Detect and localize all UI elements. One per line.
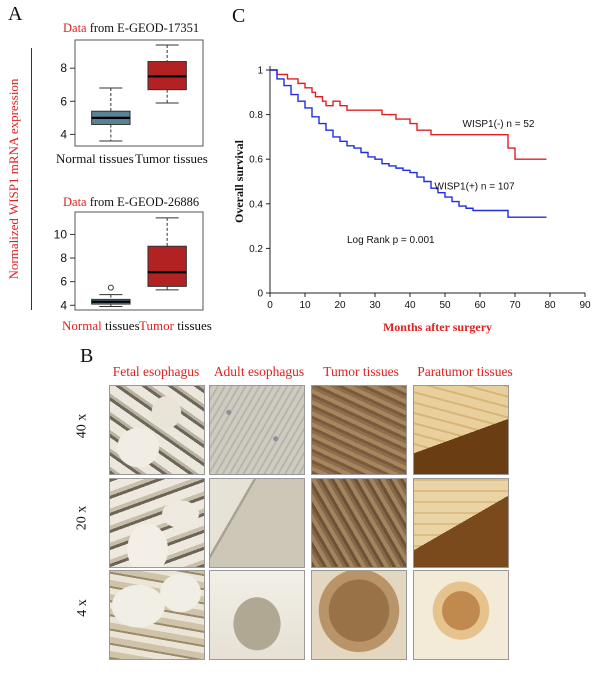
box-plot-2-ytick-label: 8 bbox=[60, 251, 67, 265]
survival-ytick-label: 0 bbox=[257, 289, 263, 300]
box-plot-2-ytick-label: 6 bbox=[60, 275, 67, 289]
ihc-image-adult-40x bbox=[209, 385, 305, 475]
box-plot-2-xlabel-tumor-black: tissues bbox=[173, 318, 212, 333]
survival-xtick-label: 0 bbox=[267, 300, 273, 311]
panel-label-c: C bbox=[232, 5, 246, 27]
ihc-image-tumor-40x bbox=[311, 385, 407, 475]
box-plot-1-title-source: from E-GEOD-17351 bbox=[86, 21, 200, 35]
survival-xtick-label: 60 bbox=[474, 300, 486, 311]
column-header-paratumor: Paratumor tissues bbox=[417, 364, 513, 379]
survival-x-axis-label: Months after surgery bbox=[383, 320, 492, 334]
survival-logrank-annotation: Log Rank p = 0.001 bbox=[347, 235, 435, 246]
ihc-image-fetal-40x bbox=[109, 385, 205, 475]
box-plot-2-xlabel-normal-black: tissues bbox=[101, 318, 140, 333]
survival-curve-wisp1-positive bbox=[270, 69, 547, 218]
box-plot-2: 4 6 8 10 bbox=[54, 211, 204, 312]
box-plot-2-tumor-box bbox=[147, 245, 187, 287]
ihc-image-paratumor-4x bbox=[413, 570, 509, 660]
survival-xtick-label: 30 bbox=[369, 300, 381, 311]
box-plot-1-xlabel-normal: Normal tissues bbox=[56, 151, 134, 166]
survival-ytick-label: 1 bbox=[257, 66, 263, 77]
box-plot-2-title-source: from E-GEOD-26886 bbox=[86, 195, 200, 209]
box-plot-2-ytick-label: 4 bbox=[60, 298, 67, 312]
survival-xtick-label: 50 bbox=[439, 300, 451, 311]
survival-xtick-label: 40 bbox=[404, 300, 416, 311]
ihc-image-paratumor-20x bbox=[413, 478, 509, 568]
survival-ytick-label: 0.4 bbox=[249, 199, 263, 210]
survival-legend-wisp1-negative: WISP1(-) n = 52 bbox=[463, 119, 535, 130]
panel-label-b: B bbox=[80, 345, 94, 367]
row-header-40x: 40 x bbox=[74, 413, 90, 439]
survival-legend-wisp1-positive: WISP1(+) n = 107 bbox=[435, 181, 515, 192]
survival-curve-wisp1-negative bbox=[270, 69, 547, 160]
survival-xtick-label: 10 bbox=[299, 300, 311, 311]
survival-y-axis-label: Overall survival bbox=[232, 139, 246, 223]
box-plot-1-title-data: Data bbox=[63, 21, 87, 35]
panel-a-y-axis-label: Normalized WISP1 mRNA expression bbox=[6, 78, 21, 280]
ihc-image-adult-20x bbox=[209, 478, 305, 568]
survival-xtick-label: 80 bbox=[544, 300, 556, 311]
box-plot-2-normal-outlier bbox=[107, 284, 114, 291]
survival-xtick-label: 90 bbox=[579, 300, 591, 311]
survival-chart: 0 10 20 30 40 50 60 70 80 90 0 0.2 0.4 0.6 0.8 1 Overall… bbox=[232, 66, 591, 335]
survival-xtick-label: 70 bbox=[509, 300, 521, 311]
box-plot-2-xlabel-tumor: Tumor tissues bbox=[139, 318, 212, 334]
column-header-fetal: Fetal esophagus bbox=[112, 364, 200, 379]
box-plot-2-xlabel-normal: Normal tissues bbox=[62, 318, 140, 334]
panel-a-bracket-line bbox=[31, 48, 32, 310]
box-plot-1-ytick-label: 8 bbox=[60, 61, 67, 75]
survival-xtick-label: 20 bbox=[334, 300, 346, 311]
ihc-image-tumor-4x bbox=[311, 570, 407, 660]
survival-ytick-label: 0.2 bbox=[249, 244, 263, 255]
ihc-image-fetal-4x bbox=[109, 570, 205, 660]
column-header-tumor: Tumor tissues bbox=[323, 364, 399, 379]
box-plot-1-ytick-label: 4 bbox=[60, 127, 67, 141]
row-header-20x: 20 x bbox=[74, 505, 90, 531]
column-header-adult: Adult esophagus bbox=[213, 364, 305, 379]
ihc-image-fetal-20x bbox=[109, 478, 205, 568]
row-header-4x: 4 x bbox=[74, 599, 90, 617]
box-plot-2-ytick-label: 10 bbox=[54, 227, 68, 241]
ihc-image-paratumor-40x bbox=[413, 385, 509, 475]
survival-ytick-label: 0.6 bbox=[249, 155, 263, 166]
box-plot-2-xlabel-tumor-red: Tumor bbox=[139, 318, 174, 333]
box-plot-1-title: Data from E-GEOD-17351 bbox=[63, 21, 199, 36]
box-plot-2-title-data: Data bbox=[63, 195, 87, 209]
panel-label-a: A bbox=[8, 3, 23, 25]
box-plot-2-title: Data from E-GEOD-26886 bbox=[63, 195, 199, 210]
box-plot-1-ytick-label: 6 bbox=[60, 94, 67, 108]
box-plot-1-xlabel-tumor: Tumor tissues bbox=[135, 151, 208, 166]
survival-ytick-label: 0.8 bbox=[249, 110, 263, 121]
ihc-image-adult-4x bbox=[209, 570, 305, 660]
box-plot-2-frame bbox=[74, 211, 204, 311]
box-plot-1-frame bbox=[74, 39, 204, 147]
box-plot-1: 4 6 8 bbox=[60, 39, 204, 147]
box-plot-2-xlabel-normal-red: Normal bbox=[62, 318, 102, 333]
ihc-image-tumor-20x bbox=[311, 478, 407, 568]
